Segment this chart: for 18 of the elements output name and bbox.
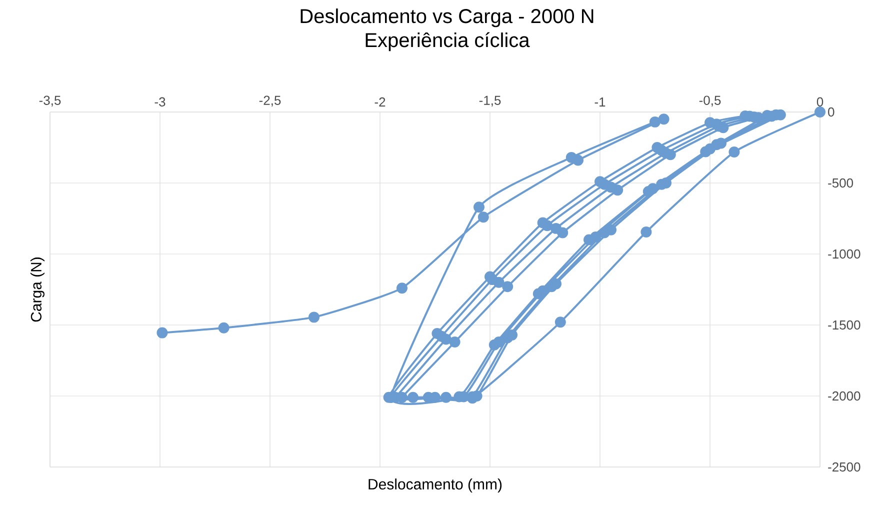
- x-tick-label: -3,5: [39, 96, 61, 106]
- x-tick-label: -2: [374, 97, 386, 106]
- y-tick-label: -2500: [828, 462, 860, 472]
- y-tick-label: 0: [828, 107, 834, 117]
- x-tick-label: -3: [154, 97, 166, 106]
- x-axis-title: Deslocamento (mm): [368, 478, 502, 492]
- x-tick-label: -2,5: [259, 96, 281, 106]
- y-tick-label: -1500: [828, 320, 860, 330]
- y-axis-title: Carga (N): [30, 258, 44, 322]
- y-tick-label: -500: [828, 178, 854, 188]
- x-tick-label: -1,5: [479, 96, 501, 106]
- y-tick-label: -2000: [828, 391, 860, 401]
- x-tick-label: -1: [594, 98, 606, 106]
- y-tick-label: -1000: [828, 249, 860, 259]
- x-tick-label: 0: [816, 97, 824, 106]
- x-tick-label: -0,5: [699, 96, 721, 106]
- chart-subtitle: Experiência cíclica: [366, 32, 530, 52]
- chart-title: Deslocamento vs Carga - 2000 N: [300, 8, 594, 28]
